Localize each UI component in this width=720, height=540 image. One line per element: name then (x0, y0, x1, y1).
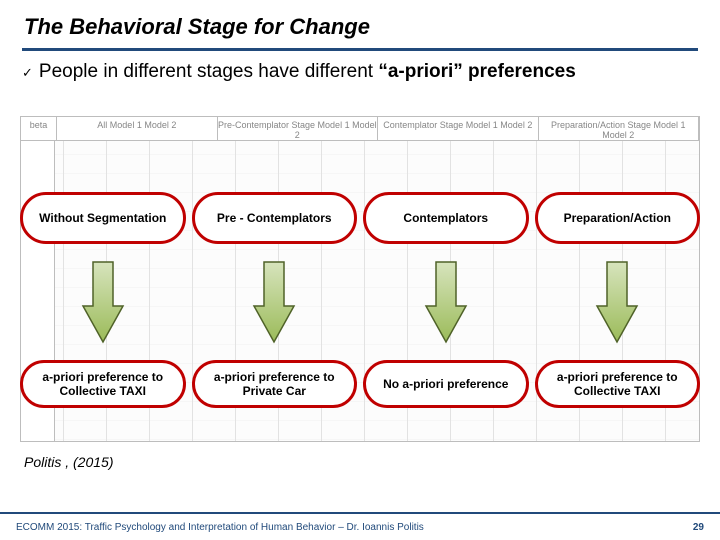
stage-callout: Contemplators (363, 192, 529, 244)
bg-header-cell: Contemplator Stage Model 1 Model 2 (378, 117, 538, 140)
stage-callout: Pre - Contemplators (192, 192, 358, 244)
arrow-wrap (192, 260, 358, 344)
bg-header-cell: All Model 1 Model 2 (57, 117, 217, 140)
stage-callout: Without Segmentation (20, 192, 186, 244)
outcome-callout: a-priori preference to Private Car (192, 360, 358, 408)
slide-footer: ECOMM 2015: Traffic Psychology and Inter… (0, 514, 720, 540)
check-icon: ✓ (22, 65, 33, 81)
citation-text: Politis , (2015) (24, 454, 113, 470)
arrow-wrap (20, 260, 186, 344)
down-arrow-icon (595, 260, 639, 344)
page-number: 29 (693, 522, 704, 533)
page-title: The Behavioral Stage for Change (0, 0, 720, 48)
bullet-prefix: People in different stages have differen… (39, 61, 378, 82)
arrow-wrap (363, 260, 529, 344)
stage-callouts-row: Without Segmentation Pre - Contemplators… (20, 192, 700, 244)
stage-callout: Preparation/Action (535, 192, 701, 244)
arrow-wrap (535, 260, 701, 344)
bullet-row: ✓ People in different stages have differ… (0, 61, 720, 83)
down-arrow-icon (81, 260, 125, 344)
outcome-callouts-row: a-priori preference to Collective TAXI a… (20, 360, 700, 408)
outcome-callout: No a-priori preference (363, 360, 529, 408)
footer-text: ECOMM 2015: Traffic Psychology and Inter… (16, 522, 693, 533)
bullet-text: People in different stages have differen… (39, 61, 576, 83)
outcome-callout: a-priori preference to Collective TAXI (20, 360, 186, 408)
down-arrow-icon (252, 260, 296, 344)
title-divider (22, 48, 698, 51)
bg-table-header: beta All Model 1 Model 2 Pre-Contemplato… (21, 117, 699, 141)
bullet-highlight: “a-priori” preferences (378, 61, 575, 82)
outcome-callout: a-priori preference to Collective TAXI (535, 360, 701, 408)
down-arrow-icon (424, 260, 468, 344)
arrows-row (20, 260, 700, 344)
bg-header-cell: Pre-Contemplator Stage Model 1 Model 2 (218, 117, 378, 140)
bg-header-cell: Preparation/Action Stage Model 1 Model 2 (539, 117, 699, 140)
bg-header-cell: beta (21, 117, 57, 140)
